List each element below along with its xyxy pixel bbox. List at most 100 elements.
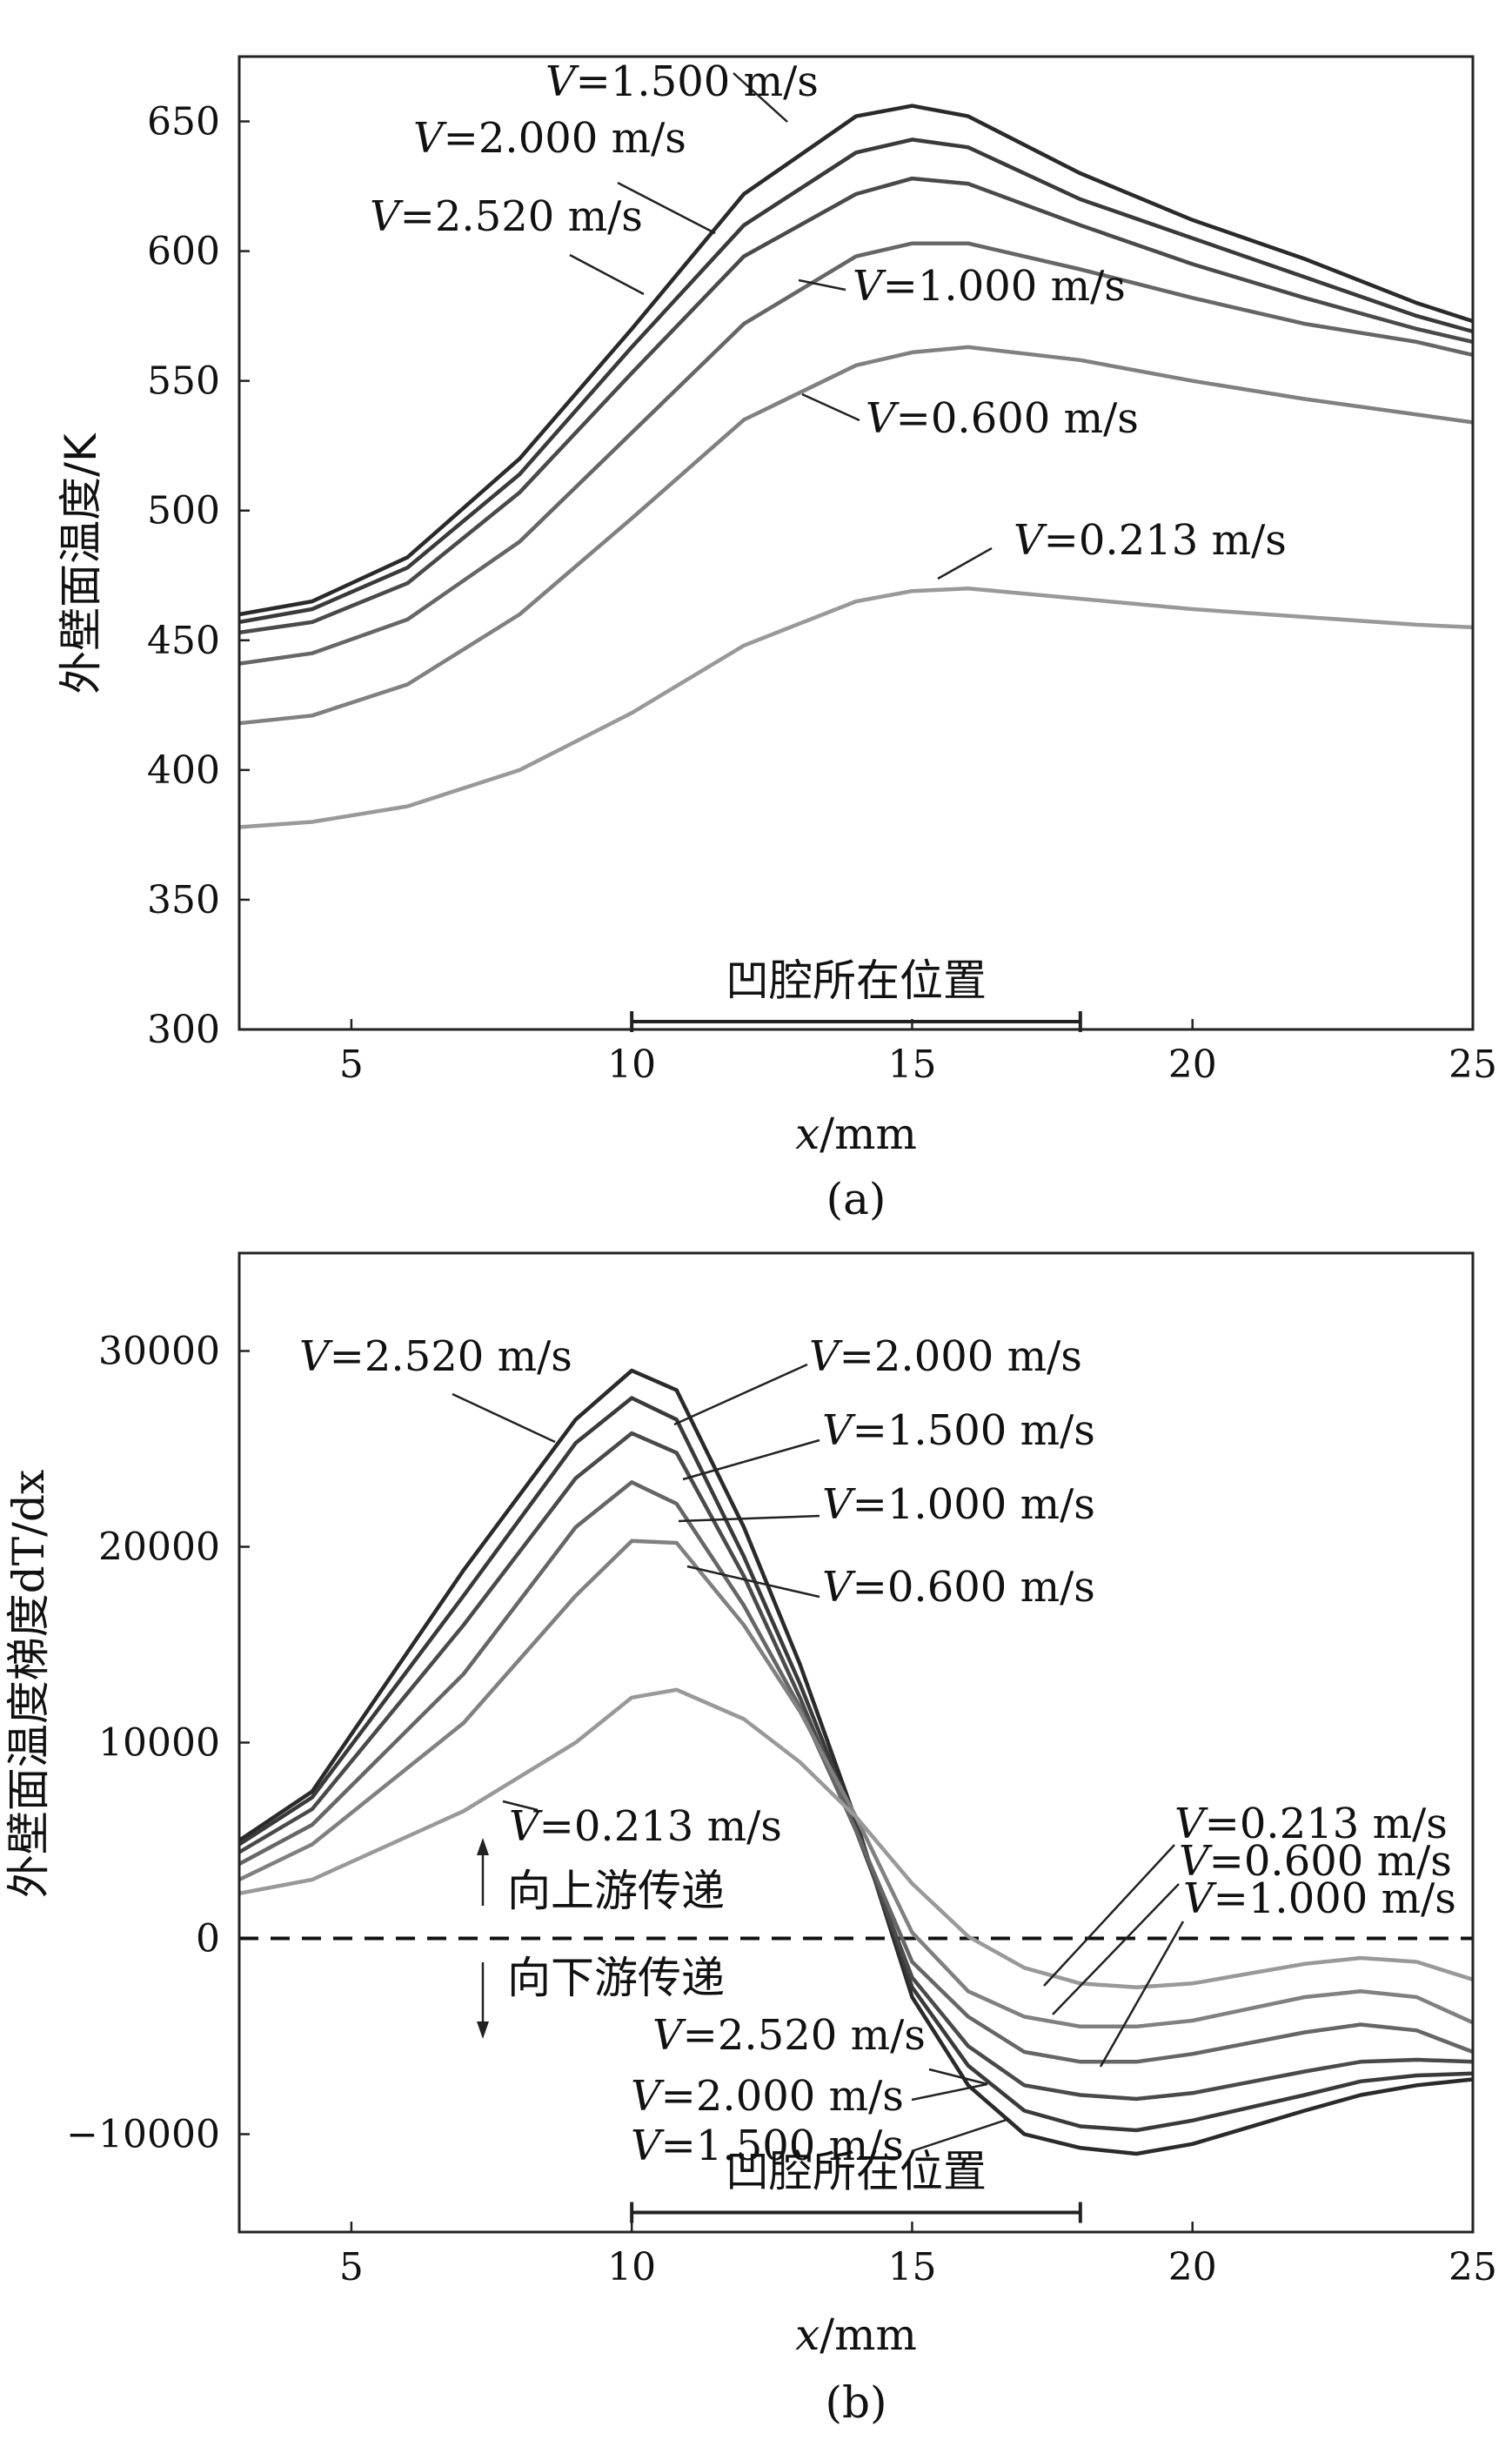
b-series-label-value: =0.213 m/s — [1205, 1800, 1448, 1848]
b-leader-line — [928, 2068, 988, 2086]
a-ytick-label: 500 — [147, 489, 220, 533]
a-series-label-var: V — [853, 262, 886, 311]
b-xtick-label: 25 — [1448, 2245, 1497, 2289]
a-series-label: V=0.213 m/s — [1014, 516, 1287, 565]
panel-a: 外壁面温度/K 5 10 15 20 25 300 350 400 450 500 550 600 65… — [56, 55, 1497, 1224]
a-series-label-var: V — [545, 57, 579, 106]
b-xlabel-unit: /mm — [820, 2310, 917, 2360]
b-ytick-label: −10000 — [66, 2113, 220, 2157]
b-caption: (b) — [825, 2377, 886, 2428]
b-series-label-var: V — [1183, 1874, 1217, 1923]
b-series-label-var: V — [631, 2072, 665, 2121]
a-series-label: V=2.000 m/s — [413, 114, 686, 163]
b-leader-line — [452, 1392, 556, 1444]
a-leader-line — [569, 253, 645, 296]
a-series-label-var: V — [413, 114, 447, 163]
b-series-line — [238, 1480, 1474, 2064]
b-series-label-value: =2.000 m/s — [661, 2072, 904, 2121]
b-series-line — [238, 1431, 1474, 2102]
b-upstream-label: 向上游传递 — [507, 1866, 725, 1916]
a-series-line — [238, 345, 1474, 726]
a-series-line — [238, 241, 1474, 666]
b-series-label: V=2.000 m/s — [631, 2072, 904, 2121]
a-series-label-var: V — [370, 192, 404, 241]
b-series-label-value: =1.000 m/s — [1214, 1874, 1456, 1923]
a-series-label-value: =2.000 m/s — [444, 114, 686, 163]
b-leader-line — [1052, 1883, 1180, 2015]
b-series-label: V=0.600 m/s — [1179, 1837, 1452, 1886]
a-caption: (a) — [826, 1174, 886, 1224]
a-series-line — [238, 586, 1474, 829]
b-series-label: V=2.520 m/s — [652, 2011, 926, 2060]
a-series-label-var: V — [1014, 516, 1047, 565]
b-series-label: V=2.000 m/s — [809, 1332, 1082, 1381]
b-xtick-label: 5 — [339, 2245, 364, 2289]
b-leader-line — [1043, 1844, 1175, 1987]
b-xlabel-var: x — [795, 2310, 820, 2360]
a-ytick-label: 550 — [147, 359, 220, 404]
a-series-label: V=2.520 m/s — [370, 192, 643, 241]
b-series-label-value: =2.000 m/s — [840, 1332, 1082, 1381]
a-xtick-label: 20 — [1168, 1042, 1217, 1087]
b-upstream-arrowhead — [477, 1838, 489, 1855]
b-series-label-value: =1.000 m/s — [853, 1480, 1095, 1529]
a-series-label: V=0.600 m/s — [866, 394, 1139, 443]
a-series-line — [238, 104, 1474, 617]
b-series-line — [238, 1687, 1474, 1990]
a-series-label-value: =2.520 m/s — [400, 192, 643, 241]
b-ylabel: 外壁面温度梯度dT/dx — [3, 1470, 54, 1898]
a-ytick-label: 450 — [147, 619, 220, 663]
b-series-label: V=2.520 m/s — [299, 1332, 572, 1381]
a-ytick-label: 600 — [147, 230, 220, 274]
b-leader-line — [673, 1363, 808, 1426]
a-xlabel: x/mm — [795, 1109, 917, 1159]
a-series-label: V=1.500 m/s — [545, 57, 819, 106]
b-series-line — [238, 1396, 1474, 2133]
b-series-label-value: =0.213 m/s — [539, 1802, 782, 1851]
b-series-label-var: V — [1174, 1800, 1208, 1848]
panel-b: 外壁面温度梯度dT/dx 5 10 15 20 25 −10000 0 10000 20000 3… — [3, 1251, 1497, 2428]
b-series-line — [238, 1368, 1474, 2156]
b-xtick-label: 10 — [607, 2245, 656, 2289]
b-leader-line — [686, 1565, 820, 1599]
a-ytick-label: 350 — [147, 878, 220, 922]
b-series-label: V=0.213 m/s — [509, 1802, 782, 1851]
b-series-label-var: V — [822, 1480, 856, 1529]
a-plot-area: 5 10 15 20 25 300 350 400 450 500 550 600 650 凹腔所在位置 V… — [147, 57, 1497, 1087]
a-series-label-value: =0.600 m/s — [896, 394, 1139, 443]
b-leader-line — [682, 1438, 820, 1481]
b-series-label-var: V — [809, 1332, 843, 1381]
b-series-label-var: V — [299, 1332, 333, 1381]
a-series-label: V=1.000 m/s — [853, 262, 1126, 311]
b-series-label-var: V — [509, 1802, 543, 1851]
a-leader-line — [801, 392, 860, 422]
a-series-label-var: V — [866, 394, 900, 443]
b-series-label: V=1.500 m/s — [822, 1406, 1095, 1455]
b-series-label-value: =1.500 m/s — [661, 2122, 904, 2170]
b-ytick-label: 10000 — [98, 1721, 220, 1766]
a-ylabel: 外壁面温度/K — [56, 432, 106, 694]
b-frame — [238, 1251, 1475, 2234]
a-leader-line — [937, 546, 993, 580]
b-downstream-label: 向下游传递 — [507, 1953, 725, 2003]
a-series-line — [238, 137, 1474, 625]
b-series-label: V=0.600 m/s — [822, 1563, 1095, 1612]
b-series-label-var: V — [652, 2011, 686, 2060]
b-series-label: V=1.500 m/s — [631, 2122, 904, 2170]
b-leader-line — [1099, 1921, 1185, 2068]
a-xtick-label: 25 — [1448, 1042, 1497, 1087]
b-xlabel: x/mm — [795, 2310, 917, 2360]
b-series-label-value: =0.600 m/s — [1209, 1837, 1452, 1886]
b-ylabel-prefix: 外壁面温度梯度 — [3, 1593, 54, 1898]
b-leader-line — [678, 1514, 820, 1523]
a-series-label-value: =0.213 m/s — [1044, 516, 1287, 565]
b-series-label-var: V — [1179, 1837, 1213, 1886]
a-xtick-label: 15 — [887, 1042, 936, 1087]
b-leader-line — [502, 1800, 539, 1812]
b-series-label: V=0.213 m/s — [1174, 1800, 1448, 1848]
a-xtick-label: 10 — [607, 1042, 656, 1087]
a-cavity-label: 凹腔所在位置 — [726, 955, 987, 1006]
b-leader-line — [911, 2082, 988, 2102]
a-leader-line — [733, 72, 788, 123]
